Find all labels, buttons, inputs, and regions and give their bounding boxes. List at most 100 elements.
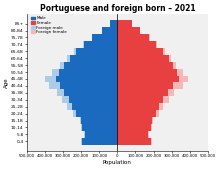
Bar (117, 138, 151, 145)
Bar (84, 41, 117, 48)
Bar (117, 103, 159, 110)
Bar (69, 96, 117, 103)
Bar (117, 117, 152, 124)
Bar (117, 96, 163, 103)
Bar (76, 110, 117, 117)
Bar (117, 96, 163, 103)
Bar (117, 27, 140, 34)
Bar (117, 117, 152, 124)
Bar (73, 110, 117, 117)
Bar (110, 20, 117, 27)
Bar (117, 89, 168, 96)
Bar (69, 96, 117, 103)
Bar (82, 124, 117, 131)
Bar (85, 131, 117, 138)
Bar (117, 89, 168, 96)
Bar (117, 20, 132, 27)
Bar (117, 34, 150, 41)
Bar (117, 131, 148, 138)
Bar (117, 41, 156, 48)
Bar (117, 34, 149, 41)
Bar (117, 20, 132, 27)
Bar (117, 41, 156, 48)
Bar (117, 103, 159, 110)
Bar (110, 20, 117, 27)
Bar (82, 138, 117, 145)
Bar (102, 27, 117, 34)
Bar (81, 124, 117, 131)
Bar (117, 41, 157, 48)
Bar (117, 55, 169, 62)
Bar (117, 62, 176, 69)
Bar (117, 62, 172, 69)
Bar (92, 34, 117, 41)
Bar (84, 41, 117, 48)
Bar (117, 110, 156, 117)
Bar (81, 117, 117, 124)
Bar (52, 69, 117, 76)
Bar (57, 89, 117, 96)
Bar (64, 62, 117, 69)
Bar (72, 103, 117, 110)
Bar (117, 82, 173, 89)
Bar (117, 55, 171, 62)
Bar (80, 117, 117, 124)
Bar (76, 110, 117, 117)
Bar (72, 103, 117, 110)
Bar (117, 96, 169, 103)
Bar (117, 131, 149, 138)
Bar (117, 89, 174, 96)
Bar (61, 82, 117, 89)
Bar (70, 55, 117, 62)
Bar (60, 62, 117, 69)
Bar (117, 138, 151, 145)
Bar (67, 103, 117, 110)
Title: Portuguese and foreign born – 2021: Portuguese and foreign born – 2021 (40, 4, 195, 13)
Legend: Male, Female, Foreign male, Foreign female: Male, Female, Foreign male, Foreign fema… (31, 16, 68, 35)
Bar (81, 117, 117, 124)
Bar (82, 124, 117, 131)
Bar (70, 55, 117, 62)
Bar (117, 110, 156, 117)
Bar (64, 62, 117, 69)
Bar (117, 48, 163, 55)
Bar (83, 41, 117, 48)
Bar (117, 48, 163, 55)
Bar (59, 69, 117, 76)
Bar (110, 20, 117, 27)
Bar (92, 34, 117, 41)
Bar (76, 48, 117, 55)
Bar (117, 69, 177, 76)
Bar (84, 131, 117, 138)
Bar (82, 138, 117, 145)
Bar (117, 69, 183, 76)
Bar (62, 96, 117, 103)
Bar (59, 69, 117, 76)
Bar (117, 76, 179, 82)
Y-axis label: Age: Age (4, 77, 9, 88)
Bar (56, 76, 117, 82)
Bar (64, 89, 117, 96)
Bar (117, 124, 151, 131)
Bar (117, 48, 165, 55)
Bar (117, 82, 183, 89)
Bar (102, 27, 117, 34)
X-axis label: Population: Population (103, 160, 132, 165)
Bar (117, 27, 140, 34)
Bar (117, 103, 163, 110)
Bar (81, 138, 117, 145)
Bar (117, 82, 173, 89)
Bar (117, 110, 159, 117)
Bar (102, 27, 117, 34)
Bar (61, 82, 117, 89)
Bar (49, 82, 117, 89)
Bar (117, 76, 188, 82)
Bar (117, 20, 132, 27)
Bar (117, 124, 151, 131)
Bar (67, 55, 117, 62)
Bar (117, 76, 179, 82)
Bar (117, 131, 148, 138)
Bar (56, 76, 117, 82)
Bar (117, 124, 152, 131)
Bar (117, 138, 152, 145)
